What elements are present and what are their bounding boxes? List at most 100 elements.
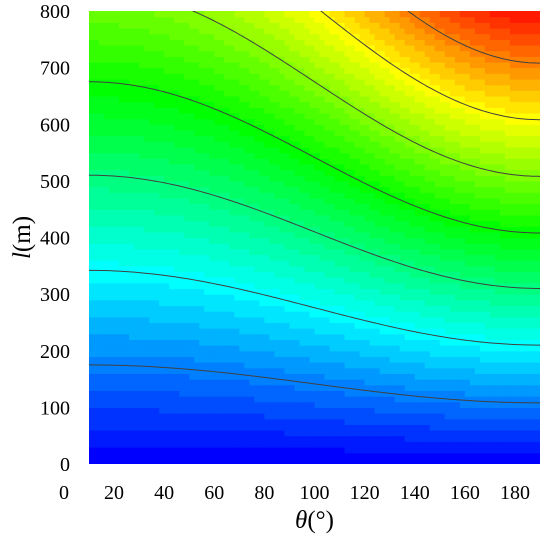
heat-cell [189,322,195,329]
heat-cell [214,50,220,57]
heat-cell [179,452,185,459]
heat-cell [254,124,260,131]
heat-cell [254,141,260,148]
heat-cell [354,271,361,278]
heat-cell [334,282,341,290]
heat-cell [284,175,291,182]
heat-cell [89,112,95,120]
heat-cell [214,373,220,380]
heat-cell [204,311,210,318]
heat-cell [89,282,95,290]
heat-cell [174,430,180,437]
heat-cell [339,11,346,18]
heat-cell [344,163,351,171]
heat-cell [149,231,155,239]
heat-cell [344,124,351,131]
heat-cell [209,271,215,278]
heat-cell [119,367,125,374]
heat-cell [354,333,361,341]
heat-cell [344,152,351,159]
heat-cell [134,407,140,414]
heat-cell [129,390,135,397]
heat-cell [349,384,356,391]
heat-cell [344,458,351,464]
heat-cell [144,226,150,233]
heat-cell [99,282,105,290]
heat-cell [154,452,160,459]
heat-cell [289,339,296,346]
heat-cell [239,61,245,69]
heat-cell [309,129,316,137]
heat-cell [194,78,200,86]
heat-cell [139,84,145,91]
heat-cell [134,135,140,142]
heat-cell [344,452,351,459]
heat-cell [229,350,235,358]
heat-cell [384,350,391,358]
heat-cell [144,356,150,363]
heat-cell [159,95,165,103]
heat-cell [319,299,326,307]
heat-cell [309,260,316,267]
heat-cell [194,294,200,301]
heat-cell [149,124,155,131]
heat-cell [374,169,381,176]
heat-cell [244,271,250,278]
heat-cell [189,61,195,69]
heat-cell [159,407,165,414]
heat-cell [144,413,150,420]
heat-cell [394,84,401,91]
heat-cell [314,260,321,267]
heat-cell [194,322,200,329]
heat-cell [234,214,240,222]
heat-cell [324,333,331,341]
heat-cell [114,11,120,18]
heat-cell [154,316,160,324]
heat-cell [244,305,250,312]
heat-cell [269,282,276,290]
heat-cell [269,203,276,210]
heat-cell [199,384,205,391]
heat-cell [179,435,185,442]
heat-cell [194,129,200,137]
heat-cell [134,226,140,233]
heat-cell [94,158,100,165]
heat-cell [114,288,120,295]
heat-cell [314,11,321,18]
heat-cell [364,356,371,363]
heat-cell [384,254,391,261]
heat-cell [219,78,225,86]
heat-cell [104,277,110,284]
heat-cell [344,294,351,301]
heat-cell [119,384,125,391]
heat-cell [304,430,311,437]
heat-cell [379,452,386,459]
heat-cell [104,350,110,358]
heat-cell [279,237,286,244]
heat-cell [269,339,276,346]
heat-cell [329,112,336,120]
heat-cell [164,401,170,408]
heat-cell [284,243,291,250]
heat-cell [319,226,326,233]
heat-cell [309,78,316,86]
heat-cell [159,424,165,431]
heat-cell [239,203,245,210]
heat-cell [299,435,306,442]
heat-cell [314,390,321,397]
heat-cell [269,288,276,295]
heat-cell [114,248,120,256]
heat-cell [294,350,301,358]
heat-cell [139,458,145,464]
heat-cell [299,39,306,46]
heat-cell [144,243,150,250]
heat-cell [304,78,311,86]
heat-cell [144,418,150,425]
heat-cell [379,175,386,182]
heat-cell [339,67,346,74]
heat-cell [334,390,341,397]
heat-cell [149,333,155,341]
heat-cell [264,50,270,57]
heat-cell [224,265,230,273]
heat-cell [229,407,235,414]
